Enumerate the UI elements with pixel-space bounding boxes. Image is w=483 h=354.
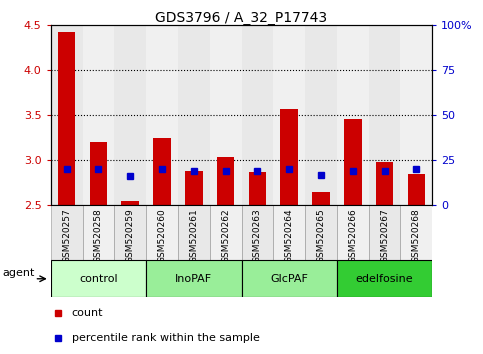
Text: GlcPAF: GlcPAF	[270, 274, 308, 284]
Bar	[305, 25, 337, 205]
Text: InoPAF: InoPAF	[175, 274, 213, 284]
Bar	[242, 25, 273, 205]
Text: GSM520266: GSM520266	[348, 208, 357, 263]
Bar	[369, 25, 400, 205]
Bar	[83, 25, 114, 205]
Text: GSM520260: GSM520260	[157, 208, 167, 263]
Text: GDS3796 / A_32_P17743: GDS3796 / A_32_P17743	[156, 11, 327, 25]
Bar	[51, 25, 83, 205]
Text: control: control	[79, 274, 118, 284]
Bar	[114, 205, 146, 260]
Text: GSM520258: GSM520258	[94, 208, 103, 263]
Text: agent: agent	[2, 268, 35, 278]
Bar	[249, 172, 266, 205]
Bar	[217, 158, 234, 205]
Bar	[400, 25, 432, 205]
Text: GSM520268: GSM520268	[412, 208, 421, 263]
Bar	[376, 162, 393, 205]
Bar	[400, 205, 432, 260]
Bar	[337, 25, 369, 205]
Bar	[178, 205, 210, 260]
Bar	[153, 138, 171, 205]
Bar	[178, 25, 210, 205]
Bar	[369, 205, 400, 260]
Bar	[408, 174, 425, 205]
Text: GSM520262: GSM520262	[221, 208, 230, 263]
Bar	[83, 205, 114, 260]
Text: edelfosine: edelfosine	[356, 274, 413, 284]
Text: GSM520267: GSM520267	[380, 208, 389, 263]
Bar	[90, 142, 107, 205]
Bar	[344, 119, 362, 205]
Text: GSM520261: GSM520261	[189, 208, 199, 263]
Bar	[273, 25, 305, 205]
Bar	[281, 109, 298, 205]
Bar	[305, 205, 337, 260]
Bar	[51, 205, 83, 260]
Bar	[337, 260, 432, 297]
Bar	[51, 260, 146, 297]
Text: GSM520257: GSM520257	[62, 208, 71, 263]
Bar	[146, 25, 178, 205]
Bar	[185, 171, 202, 205]
Bar	[273, 205, 305, 260]
Bar	[114, 25, 146, 205]
Bar	[146, 260, 242, 297]
Bar	[242, 205, 273, 260]
Text: percentile rank within the sample: percentile rank within the sample	[71, 333, 259, 343]
Bar	[312, 192, 330, 205]
Bar	[242, 260, 337, 297]
Bar	[121, 201, 139, 205]
Text: GSM520263: GSM520263	[253, 208, 262, 263]
Bar	[58, 32, 75, 205]
Text: GSM520265: GSM520265	[316, 208, 326, 263]
Text: GSM520259: GSM520259	[126, 208, 135, 263]
Text: GSM520264: GSM520264	[284, 208, 294, 263]
Bar	[210, 25, 242, 205]
Text: count: count	[71, 308, 103, 318]
Bar	[337, 205, 369, 260]
Bar	[210, 205, 242, 260]
Bar	[146, 205, 178, 260]
